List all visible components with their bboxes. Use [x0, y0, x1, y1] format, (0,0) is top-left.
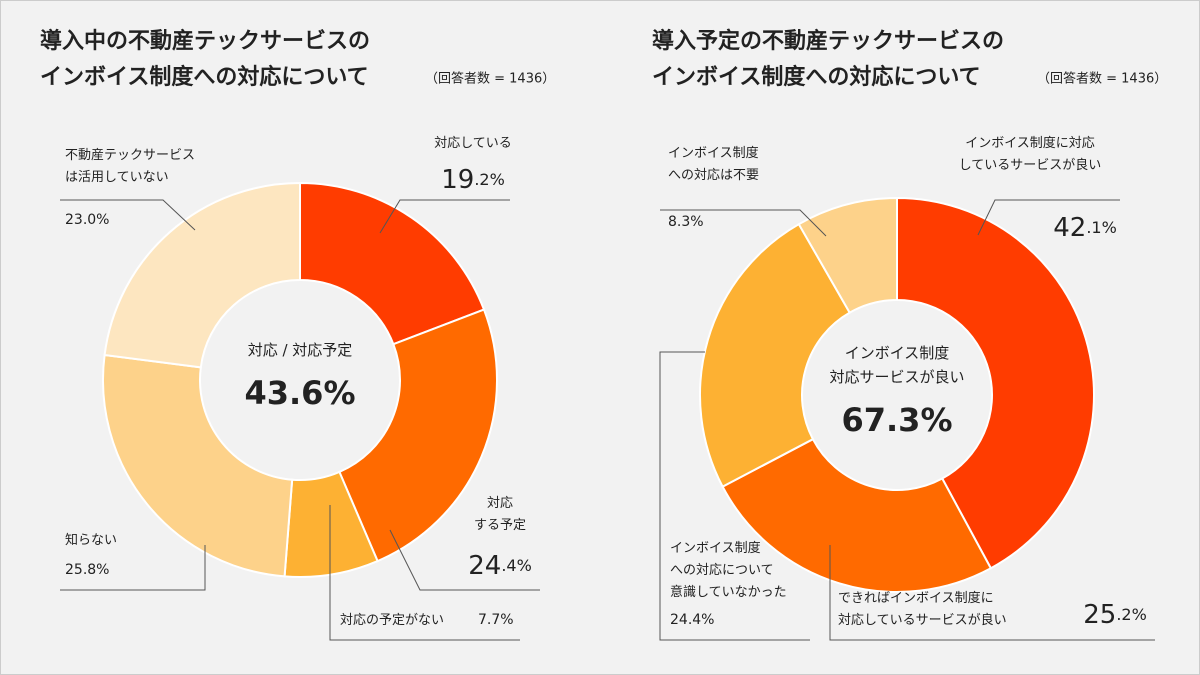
value-label: 42.1%	[1053, 213, 1117, 243]
value-label: 8.3%	[668, 214, 704, 230]
leader-line	[379, 199, 510, 234]
chart-title: 導入予定の不動産テックサービスのインボイス制度への対応について	[652, 28, 1004, 90]
center-value: 43.6%	[244, 374, 355, 412]
leader-line	[60, 199, 196, 231]
leader-line	[659, 351, 810, 641]
center-value: 67.3%	[841, 401, 952, 439]
donut-slice	[797, 196, 898, 314]
subtitle: （回答者数 = 1436）	[425, 71, 555, 87]
value-label: 25.8%	[65, 562, 109, 578]
category-label: インボイス制度への対応について意識していなかった	[670, 540, 787, 600]
category-label: できればインボイス制度に対応しているサービスが良い	[838, 590, 1007, 628]
leader-line	[60, 545, 206, 591]
value-label: 24.4%	[468, 551, 532, 581]
category-label: 対応している	[434, 136, 512, 151]
center-label: インボイス制度対応サービスが良い	[829, 344, 964, 386]
donut-slice	[896, 196, 1095, 570]
leader-line	[329, 505, 520, 641]
category-label: 対応の予定がない	[340, 613, 444, 628]
value-label: 23.0%	[65, 212, 109, 228]
leader-line	[829, 545, 1155, 641]
chart-title: 導入中の不動産テックサービスのインボイス制度への対応について	[40, 28, 370, 90]
center-label: 対応 / 対応予定	[248, 341, 353, 359]
value-label: 24.4%	[670, 612, 714, 628]
donut-slice	[699, 222, 852, 488]
leader-line	[389, 529, 540, 591]
leader-line	[660, 209, 827, 237]
donut-slice	[338, 308, 498, 563]
category-label: 不動産テックサービスは活用していない	[65, 147, 195, 185]
category-label: インボイス制度に対応しているサービスが良い	[959, 135, 1102, 173]
donut-slice	[299, 181, 486, 346]
donut-slice	[102, 353, 294, 578]
subtitle: （回答者数 = 1436）	[1037, 71, 1167, 87]
leader-line	[977, 199, 1120, 236]
category-label: インボイス制度への対応は不要	[668, 145, 759, 183]
category-label: 対応する予定	[474, 496, 526, 533]
category-label: 知らない	[65, 532, 117, 548]
donut-slice	[721, 437, 993, 593]
donut-slice	[103, 181, 301, 369]
value-label: 25.2%	[1083, 600, 1147, 630]
value-label: 19.2%	[441, 165, 505, 195]
value-label: 7.7%	[478, 612, 514, 628]
